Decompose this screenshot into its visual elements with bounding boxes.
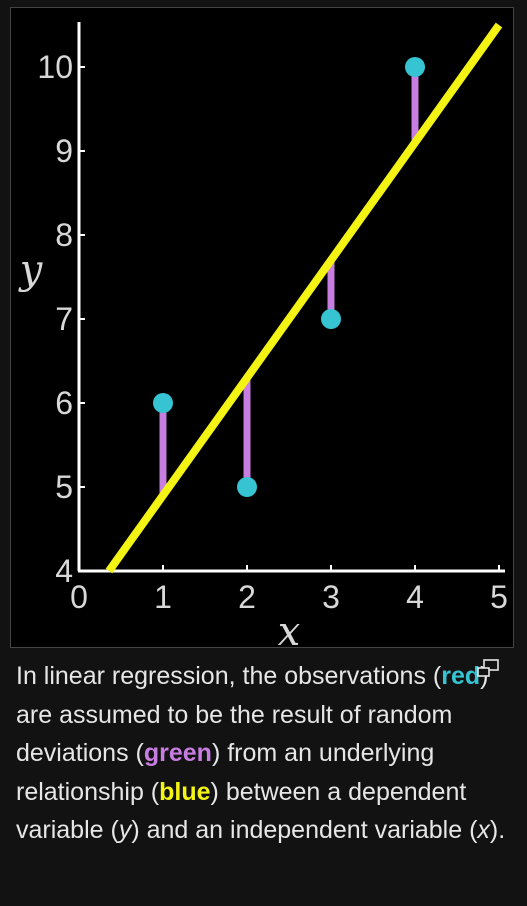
regression-chart: 4 5 6 7 8 9 10 0 1 2 3 4 5 x y [18,22,508,647]
x-axis-label: x [278,609,301,647]
axes [77,22,505,573]
x-tick-label: 2 [238,579,256,615]
data-point [237,477,257,497]
enlarge-icon[interactable] [474,657,506,681]
x-tick-label: 4 [406,579,424,615]
regression-line [105,22,503,574]
y-tick-label: 5 [55,469,73,505]
caption-text: ) and an independent variable ( [131,816,478,845]
caption-red-word: red [441,662,481,690]
y-tick-label: 10 [37,49,73,85]
caption-y-variable: y [118,816,132,845]
data-points [153,57,425,497]
y-tick-label: 7 [55,301,73,337]
y-tick-label: 8 [55,217,73,253]
x-tick-label: 1 [154,579,172,615]
y-tick-label: 9 [55,133,73,169]
data-point [321,309,341,329]
figure-caption: In linear regression, the observations (… [16,657,506,850]
caption-text: ) from an underlying relationship ( [16,739,435,806]
enlarge-icon-glyph [477,659,499,677]
caption-text: ) are assumed to be the result of random… [16,662,488,768]
y-axis-label: y [18,247,44,293]
x-tick-label: 3 [322,579,340,615]
data-point [153,393,173,413]
y-tick-label: 4 [55,553,73,589]
caption-blue-word: blue [159,777,211,806]
caption-text: ). [489,816,506,845]
caption-green-word: green [143,739,212,768]
x-tick-label: 0 [70,579,88,615]
residual-lines [159,67,419,496]
caption-text: In linear regression, the observations ( [16,662,442,690]
x-tick-label: 5 [490,579,508,615]
caption-x-variable: x [477,816,490,845]
fit-line-layer [105,22,503,574]
y-tick-label: 6 [55,385,73,421]
regression-figure[interactable]: 4 5 6 7 8 9 10 0 1 2 3 4 5 x y [10,7,514,648]
data-point [405,57,425,77]
tick-labels: 4 5 6 7 8 9 10 0 1 2 3 4 5 [37,49,507,615]
caption-text: ) between a dependent variable ( [16,777,467,845]
